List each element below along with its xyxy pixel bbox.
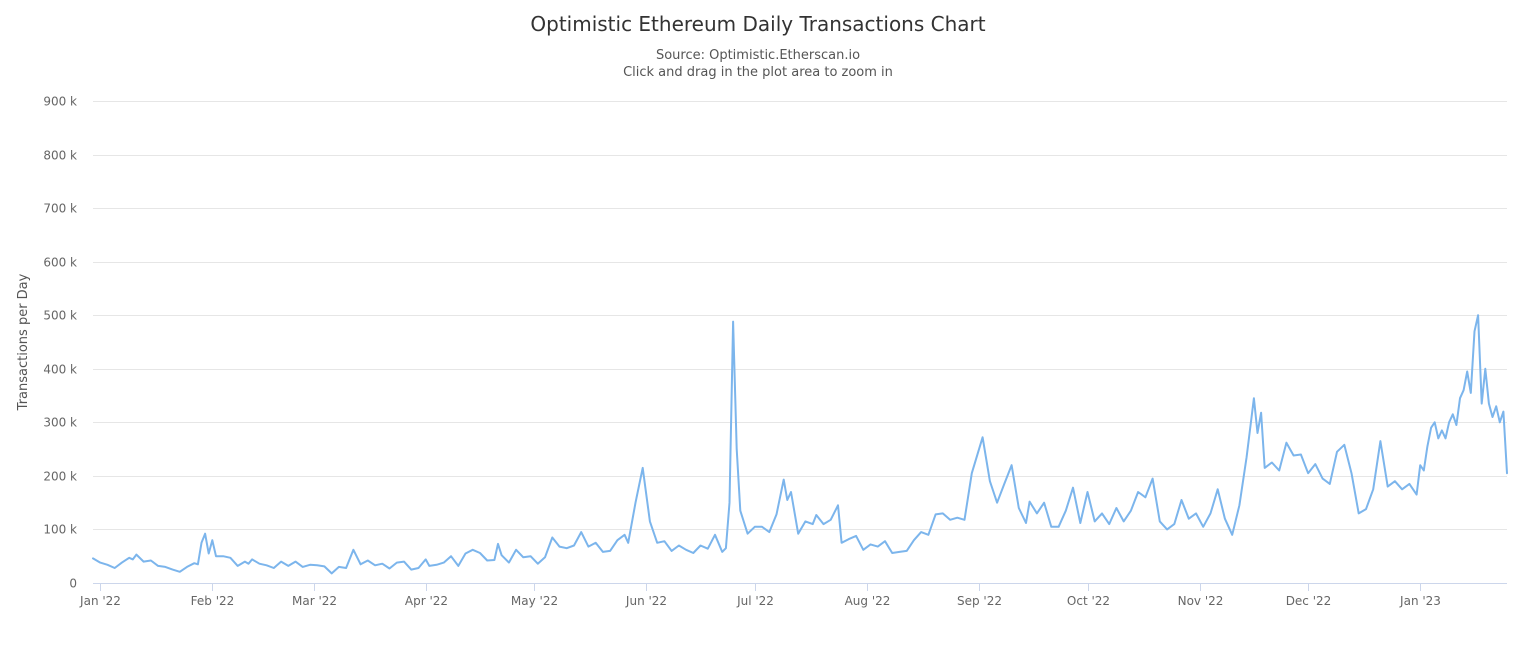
y-axis-title: Transactions per Day [16, 273, 31, 411]
x-tick-label: Jan '23 [1399, 594, 1441, 608]
y-tick-label: 200 k [43, 470, 77, 484]
x-tick-label: Jun '22 [625, 594, 667, 608]
x-tick-label: Feb '22 [191, 594, 235, 608]
y-axis: 0 100 k 200 k 300 k 400 k 500 k 600 k 700 k 800 … [43, 95, 77, 591]
y-tick-label: 300 k [43, 416, 77, 430]
y-tick-label: 600 k [43, 256, 77, 270]
grid-lines [93, 101, 1507, 584]
y-tick-label: 700 k [43, 202, 77, 216]
x-axis: Jan '22 Feb '22 Mar '22 Apr '22 May '22 Jun '… [79, 583, 1441, 608]
x-tick-label: Mar '22 [292, 594, 337, 608]
y-tick-label: 400 k [43, 363, 77, 377]
x-tick-label: Sep '22 [957, 594, 1002, 608]
y-tick-label: 100 k [43, 523, 77, 537]
x-tick-label: Dec '22 [1286, 594, 1332, 608]
y-tick-label: 0 [69, 577, 77, 591]
x-tick-label: Nov '22 [1178, 594, 1224, 608]
x-tick-label: Aug '22 [845, 594, 891, 608]
chart-title: Optimistic Ethereum Daily Transactions C… [530, 12, 986, 36]
series-layer [92, 314, 1508, 575]
x-tick-label: May '22 [511, 594, 558, 608]
y-tick-label: 800 k [43, 149, 77, 163]
series-line-0[interactable] [92, 314, 1508, 575]
x-tick-label: Jan '22 [79, 594, 121, 608]
x-tick-label: Apr '22 [405, 594, 448, 608]
x-tick-label: Oct '22 [1067, 594, 1110, 608]
y-tick-label: 500 k [43, 309, 77, 323]
zoom-hint: Click and drag in the plot area to zoom … [623, 65, 893, 80]
y-tick-label: 900 k [43, 95, 77, 109]
x-tick-label: Jul '22 [736, 594, 774, 608]
chart-source: Source: Optimistic.Etherscan.io [655, 48, 861, 63]
